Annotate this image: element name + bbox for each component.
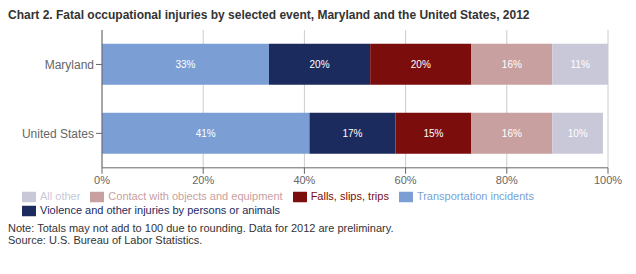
svg-text:80%: 80% bbox=[496, 174, 518, 186]
html-text:Chart 2. Fatal occupational in: Chart 2. Fatal occupational injuries by … bbox=[8, 8, 530, 22]
svg-text:15%: 15% bbox=[423, 128, 443, 139]
svg-text:40%: 40% bbox=[293, 174, 315, 186]
html-text:Falls, slips, trips: Falls, slips, trips bbox=[310, 189, 389, 202]
svg-text:20%: 20% bbox=[411, 59, 431, 70]
svg-text:100%: 100% bbox=[594, 174, 622, 186]
svg-text:16%: 16% bbox=[502, 59, 522, 70]
html-text:All other: All other bbox=[40, 189, 81, 202]
svg-text:33%: 33% bbox=[175, 59, 195, 70]
html-text:Note: Totals may not add to 10: Note: Totals may not add to 100 due to r… bbox=[8, 222, 394, 234]
html-text:Violence and other injuries by: Violence and other injuries by persons o… bbox=[40, 203, 281, 216]
svg-text:United States: United States bbox=[22, 127, 94, 141]
svg-text:20%: 20% bbox=[192, 174, 214, 186]
svg-text:41%: 41% bbox=[196, 128, 216, 139]
svg-text:20%: 20% bbox=[310, 59, 330, 70]
svg-text:17%: 17% bbox=[342, 128, 362, 139]
svg-text:60%: 60% bbox=[395, 174, 417, 186]
svg-text:11%: 11% bbox=[571, 59, 590, 70]
svg-text:16%: 16% bbox=[502, 128, 522, 139]
html-text:Source: U.S. Bureau of Labor S: Source: U.S. Bureau of Labor Statistics. bbox=[8, 234, 203, 246]
html-text:Contact with objects and equip: Contact with objects and equipment bbox=[108, 189, 283, 202]
svg-text:Maryland: Maryland bbox=[45, 58, 94, 72]
html-text:Transportation incidents: Transportation incidents bbox=[416, 189, 534, 202]
svg-text:0%: 0% bbox=[94, 174, 110, 186]
svg-text:10%: 10% bbox=[568, 128, 588, 139]
